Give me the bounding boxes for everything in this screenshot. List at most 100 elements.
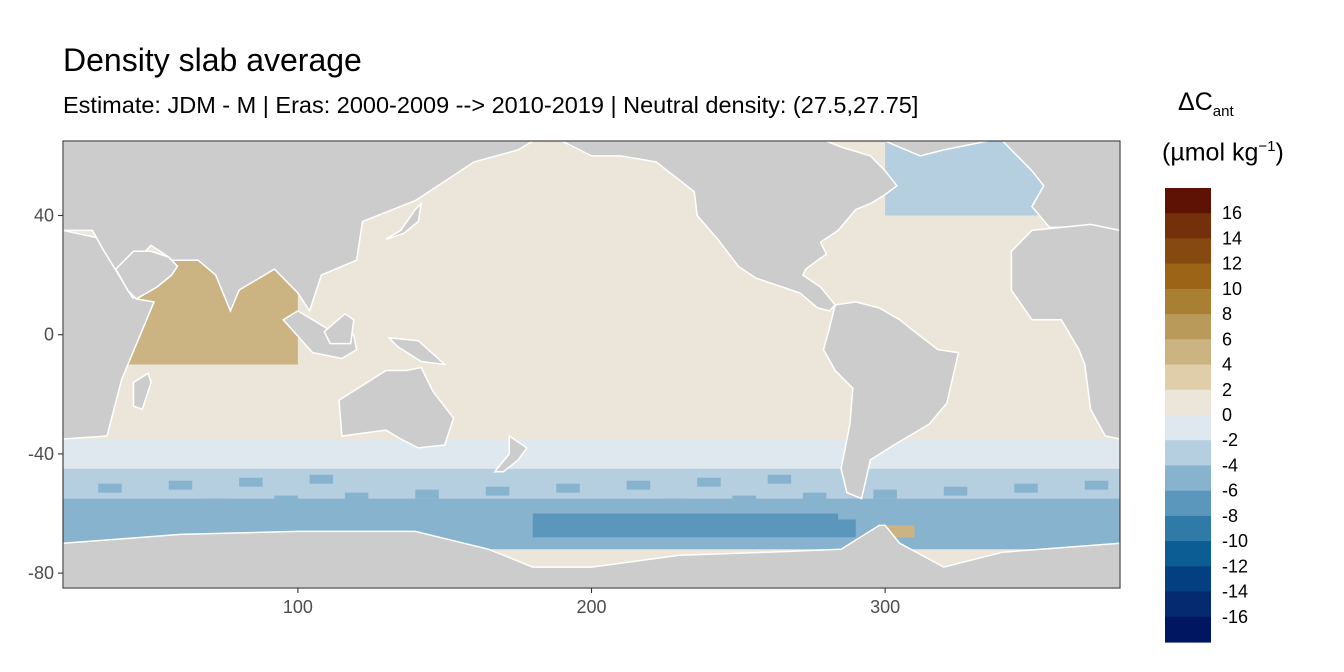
colorbar-segment (1165, 616, 1211, 643)
ocean-patch (168, 480, 193, 490)
land-new-guinea (386, 336, 447, 366)
legend-unit-sup: −1 (1258, 138, 1276, 155)
land-australia (338, 366, 455, 449)
ocean-patch (697, 477, 721, 487)
chart-title: Density slab average (63, 42, 362, 78)
x-tick-label: 100 (283, 597, 313, 617)
ocean-patch (1014, 483, 1038, 493)
colorbar-label: 4 (1222, 355, 1232, 375)
land-greenland (884, 141, 989, 157)
y-tick-label: 0 (44, 325, 54, 345)
ocean-region (415, 155, 709, 276)
colorbar-label: 6 (1222, 329, 1232, 349)
x-tick-label: 300 (870, 597, 900, 617)
chart-subtitle: Estimate: JDM - M | Eras: 2000-2009 --> … (63, 92, 919, 118)
legend-unit: (µmol kg−1) (1162, 138, 1284, 167)
ocean-patch (802, 492, 827, 502)
land-japan (385, 201, 423, 241)
colorbar-label: -14 (1222, 582, 1248, 602)
colorbar-label: -10 (1222, 531, 1248, 551)
colorbar-label: 8 (1222, 304, 1232, 324)
colorbar-segment (1165, 364, 1211, 391)
colorbar-label: -12 (1222, 556, 1248, 576)
legend-unit-base: (µmol kg (1162, 138, 1259, 167)
ocean-patch (873, 489, 897, 499)
ocean-patch (203, 498, 228, 508)
colorbar-segment (1165, 314, 1211, 340)
x-tick-label: 200 (576, 597, 606, 617)
landmasses (63, 141, 1120, 588)
colorbar-label: -8 (1222, 506, 1238, 526)
y-axis: 40 0 -40 -80 (28, 206, 63, 583)
colorbar-segment (1165, 465, 1211, 492)
colorbar-segment (1165, 238, 1211, 265)
ocean-patch (344, 492, 369, 502)
colorbar-label: 0 (1222, 405, 1232, 425)
ocean-patch (1049, 501, 1074, 511)
ocean-patch (63, 504, 87, 514)
ocean-region (63, 439, 1120, 469)
ocean-patch (908, 507, 933, 517)
land-new-zealand (493, 434, 528, 473)
legend-title-main: ΔC (1178, 88, 1213, 116)
ocean-patch (133, 501, 157, 511)
ocean-patch (591, 501, 615, 511)
colorbar-legend: 16 14 12 10 8 6 4 2 0 -2 -4 -6 -8 -10 -12 -14 -16 (1165, 188, 1248, 643)
colorbar-segment (1165, 490, 1211, 517)
y-tick-label: -40 (28, 444, 54, 464)
ocean-patch (732, 495, 756, 505)
ocean-patch (626, 480, 651, 490)
colorbar-label: -4 (1222, 455, 1238, 475)
ocean-patch (415, 489, 439, 499)
colorbar-segment (1165, 591, 1211, 618)
land-se-asia-islands (282, 310, 358, 360)
colorbar-segment (1165, 566, 1211, 593)
ocean-patch (838, 510, 862, 520)
colorbar-segment (1165, 213, 1211, 240)
ocean-patch (450, 507, 475, 517)
ocean-region (532, 513, 856, 538)
colorbar-label: -6 (1222, 481, 1238, 501)
ocean-patch (309, 474, 334, 484)
colorbar-label: 2 (1222, 380, 1232, 400)
colorbar-label: 16 (1222, 203, 1242, 223)
colorbar-segment (1165, 515, 1211, 542)
colorbar-segment (1165, 288, 1211, 315)
ocean-patch (943, 486, 968, 496)
land-arabia (114, 250, 179, 300)
colorbar-label: 14 (1222, 228, 1242, 248)
ocean-patch (98, 483, 122, 493)
colorbar-label: -2 (1222, 430, 1238, 450)
ocean-patch (380, 510, 404, 520)
y-tick-label: -80 (28, 563, 54, 583)
x-axis: 100 200 300 (283, 588, 900, 617)
legend-unit-close: ) (1275, 138, 1284, 167)
ocean-patch (767, 474, 792, 484)
land-south-america (822, 301, 960, 500)
ocean-patch (1084, 480, 1109, 490)
land-africa-east (1010, 223, 1120, 440)
legend-title: ΔCant (1178, 88, 1234, 120)
legend-title-sub: ant (1212, 103, 1234, 120)
ocean-patch (979, 504, 1003, 514)
colorbar-segment (1165, 389, 1211, 416)
colorbar-segment (1165, 440, 1211, 467)
colorbar-segment (1165, 541, 1211, 567)
ocean-region (885, 525, 915, 538)
map-panel (63, 141, 1120, 588)
colorbar-label: -16 (1222, 607, 1248, 627)
ocean-patch (521, 504, 545, 514)
colorbar-label: 12 (1222, 254, 1242, 274)
colorbar-segment (1165, 339, 1211, 366)
colorbar-segment (1165, 415, 1211, 441)
land-north-america (561, 141, 898, 312)
ocean-patch (274, 495, 298, 505)
land-europe-east (1001, 141, 1120, 232)
colorbar-label: 10 (1222, 279, 1242, 299)
colorbar-segment (1165, 188, 1211, 214)
land-antarctica (63, 524, 1120, 588)
ocean-patch (239, 477, 263, 487)
land-borneo (323, 312, 355, 345)
ocean-patch (556, 483, 580, 493)
